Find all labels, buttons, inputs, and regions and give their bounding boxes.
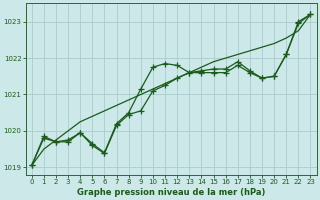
X-axis label: Graphe pression niveau de la mer (hPa): Graphe pression niveau de la mer (hPa) (77, 188, 265, 197)
